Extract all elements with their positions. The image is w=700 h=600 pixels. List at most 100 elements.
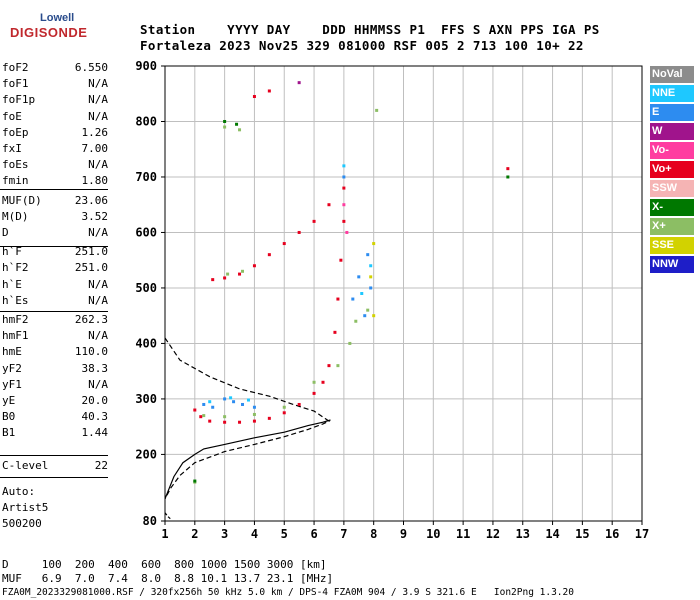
data-point-vo- <box>506 167 510 171</box>
param-value: 40.3 <box>81 410 109 424</box>
data-point-nne <box>229 396 233 400</box>
header-values: Fortaleza 2023 Nov25 329 081000 RSF 005 … <box>140 38 584 53</box>
param-name: yF1 <box>2 377 22 391</box>
x-tick-label: 11 <box>456 527 470 541</box>
param-row: h`F2 251.0 <box>2 260 108 276</box>
x-tick-label: 3 <box>221 527 228 541</box>
data-point-vo- <box>345 230 349 234</box>
param-separator <box>0 455 108 456</box>
data-point-e <box>211 405 215 409</box>
param-row: hmE 110.0 <box>2 344 108 360</box>
legend-item: SSE <box>650 237 694 254</box>
clevel-name: C-level <box>2 459 49 472</box>
param-separator <box>0 311 108 312</box>
param-name: h`F2 <box>2 261 29 275</box>
param-value: 3.52 <box>81 209 109 223</box>
param-name: D <box>2 226 9 239</box>
param-row: foF1p N/A <box>2 92 108 108</box>
legend-item: X- <box>650 199 694 216</box>
data-point-e <box>342 175 346 179</box>
param-row: h`Es N/A <box>2 293 108 309</box>
x-tick-label: 2 <box>191 527 198 541</box>
param-name: fxI <box>2 142 22 155</box>
param-value: N/A <box>88 226 108 239</box>
auto-line3: 500200 <box>2 517 42 530</box>
x-tick-label: 6 <box>310 527 317 541</box>
param-value: N/A <box>88 377 108 391</box>
data-point-nne <box>342 164 346 168</box>
x-tick-label: 1 <box>161 527 168 541</box>
data-point-x- <box>235 122 239 126</box>
data-point-x- <box>238 128 242 132</box>
param-value: 1.26 <box>81 125 109 139</box>
data-point-vo- <box>297 402 301 406</box>
param-row: fxI 7.00 <box>2 141 108 157</box>
x-tick-label: 10 <box>426 527 440 541</box>
x-tick-label: 13 <box>516 527 530 541</box>
data-point-x- <box>282 405 286 409</box>
data-point-vo- <box>297 230 301 234</box>
param-value: 23.06 <box>74 193 108 207</box>
param-name: yE <box>2 394 16 407</box>
param-row: fmin 1.80 <box>2 173 108 189</box>
data-point-x- <box>506 175 510 179</box>
data-point-vo- <box>333 330 337 334</box>
data-point-x- <box>241 269 245 273</box>
param-name: h`Es <box>2 293 29 307</box>
data-point-e <box>351 297 355 301</box>
param-row: MUF(D) 23.06 <box>2 193 108 209</box>
param-name: M(D) <box>2 209 29 223</box>
y-tick-label: 200 <box>135 447 157 461</box>
data-point-vo- <box>267 89 271 93</box>
param-value: 251.0 <box>74 261 108 275</box>
param-row: foF1 N/A <box>2 76 108 92</box>
param-separator <box>0 477 108 478</box>
param-name: yF2 <box>2 361 22 375</box>
param-row: yF2 38.3 <box>2 361 108 377</box>
data-point-vo- <box>282 242 286 246</box>
param-row: B0 40.3 <box>2 409 108 425</box>
data-point-vo- <box>252 264 256 268</box>
data-point-vo- <box>336 297 340 301</box>
x-tick-label: 14 <box>545 527 559 541</box>
data-point-vo- <box>238 420 242 424</box>
data-point-vo- <box>312 219 316 223</box>
param-name: B0 <box>2 410 16 424</box>
data-point-x- <box>223 415 227 419</box>
param-name: foF1 <box>2 77 29 91</box>
param-value: 262.3 <box>74 313 108 326</box>
data-point-nne <box>369 264 373 268</box>
param-row: foE N/A <box>2 109 108 125</box>
param-separator <box>0 246 108 247</box>
legend-item: E <box>650 104 694 121</box>
profile-lower-dashed-curve <box>164 512 172 520</box>
param-value: N/A <box>88 293 108 307</box>
param-value: N/A <box>88 109 108 123</box>
profile-dashed-curve <box>164 337 331 500</box>
param-value: 20.0 <box>81 394 109 407</box>
footer-distance-row: D 100 200 400 600 800 1000 1500 3000 [km… <box>2 558 327 571</box>
data-point-vo- <box>199 415 203 419</box>
data-point-vo- <box>267 253 271 257</box>
param-row: D N/A <box>2 225 108 241</box>
y-tick-label: 700 <box>135 170 157 184</box>
param-row: hmF2 262.3 <box>2 312 108 328</box>
param-row: yE 20.0 <box>2 393 108 409</box>
x-tick-label: 7 <box>340 527 347 541</box>
x-tick-label: 15 <box>575 527 589 541</box>
clevel-row: C-level 22 <box>2 458 108 474</box>
data-point-nne <box>208 400 212 404</box>
data-point-sse <box>369 275 373 279</box>
y-tick-label: 500 <box>135 281 157 295</box>
data-point-vo- <box>193 408 197 412</box>
param-value: N/A <box>88 329 108 343</box>
data-point-vo- <box>342 203 346 207</box>
data-point-x- <box>348 341 352 345</box>
param-row: hmF1 N/A <box>2 328 108 344</box>
legend-item: NoVal <box>650 66 694 83</box>
legend-item: SSW <box>650 180 694 197</box>
param-row: h`E N/A <box>2 277 108 293</box>
data-point-sse <box>372 314 376 318</box>
data-point-x- <box>375 108 379 112</box>
